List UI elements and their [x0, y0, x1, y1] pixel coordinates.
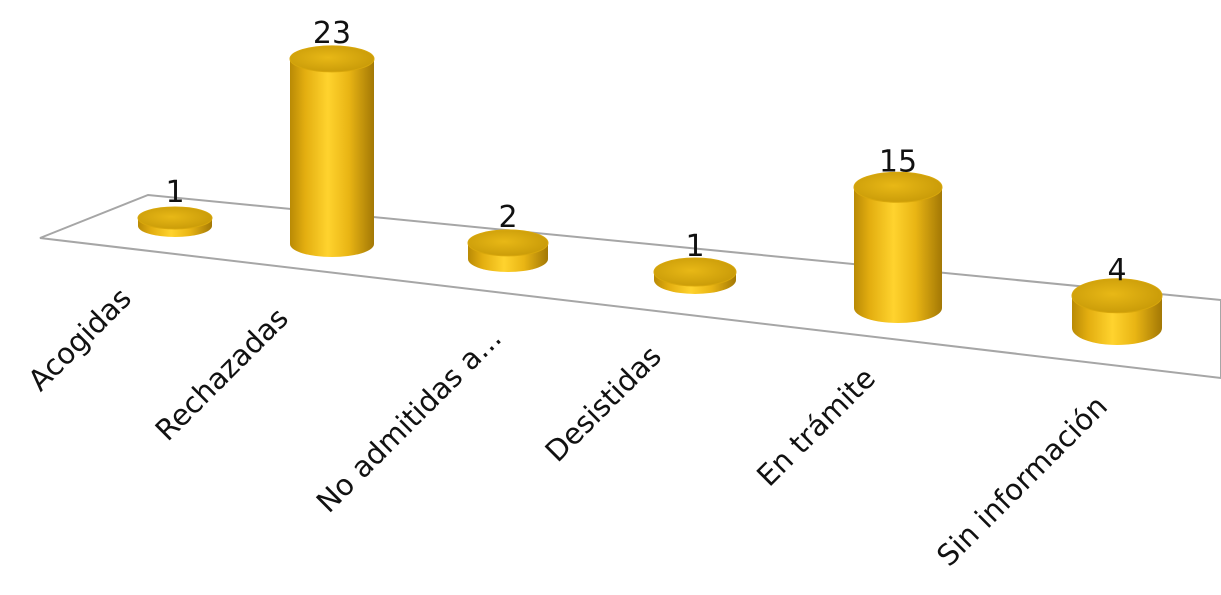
value-label-1: 1	[165, 175, 184, 210]
category-label-5: En trámite	[750, 361, 882, 493]
bar-top	[137, 206, 213, 230]
bar-6	[1071, 278, 1163, 345]
bar-body	[854, 187, 942, 323]
value-label-3: 2	[498, 200, 517, 235]
bar-3	[467, 229, 549, 272]
bars-group	[137, 45, 1163, 345]
category-label-3: No admitidas a...	[310, 321, 508, 519]
bar-1	[137, 206, 213, 237]
bar-top	[853, 171, 943, 203]
bar-top	[653, 257, 737, 287]
bar-top	[289, 45, 375, 73]
value-labels-group: 1 23 2 1 15 4	[165, 16, 1126, 288]
value-label-6: 4	[1107, 253, 1126, 288]
chart-floor	[39, 193, 1221, 380]
category-label-2: Rechazadas	[149, 301, 295, 447]
value-label-4: 1	[685, 229, 704, 264]
bar-4	[653, 257, 737, 294]
bar-5	[853, 171, 943, 323]
bar-top	[467, 229, 549, 257]
category-label-1: Acogidas	[21, 281, 138, 398]
category-label-6: Sin información	[930, 389, 1114, 573]
category-label-4: Desistidas	[538, 339, 668, 469]
value-label-5: 15	[879, 144, 917, 179]
value-label-2: 23	[313, 16, 351, 51]
bar-top	[1071, 278, 1163, 314]
bar-body	[290, 58, 374, 257]
bar-2	[289, 45, 375, 257]
